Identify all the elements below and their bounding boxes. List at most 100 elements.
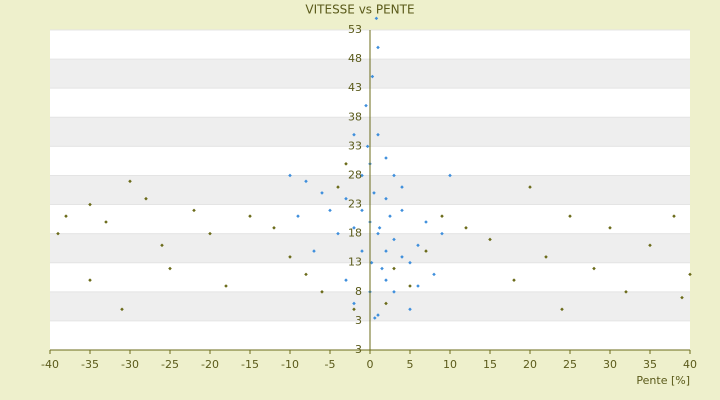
data-point [304, 272, 308, 277]
data-point [376, 231, 380, 236]
data-point [248, 214, 252, 218]
data-point [592, 266, 596, 271]
data-point [64, 214, 68, 218]
data-point [352, 132, 356, 137]
data-point [336, 231, 340, 236]
data-point [424, 220, 428, 224]
data-point [688, 272, 692, 277]
x-tick-label: 35 [643, 358, 657, 371]
x-tick-label: 10 [443, 358, 457, 371]
data-point [408, 307, 412, 312]
data-point [104, 220, 108, 224]
x-tick-label: 40 [683, 358, 697, 371]
data-point [144, 196, 148, 201]
y-tick-label: 53 [348, 23, 362, 36]
data-point [336, 185, 340, 189]
data-point [440, 214, 444, 218]
data-point [432, 272, 436, 277]
chart-title: VITESSE vs PENTE [305, 3, 414, 17]
data-point [384, 196, 388, 201]
data-point [352, 226, 356, 230]
data-point [224, 284, 228, 288]
data-point [160, 243, 164, 248]
data-point [464, 226, 468, 230]
data-point [344, 196, 348, 201]
x-tick-label: -40 [41, 358, 59, 371]
data-point [344, 278, 348, 282]
data-point [296, 214, 300, 218]
data-point [392, 173, 396, 178]
data-point [384, 301, 388, 306]
data-point [424, 249, 428, 253]
y-tick-label: 13 [348, 256, 362, 269]
x-tick-label: -10 [281, 358, 299, 371]
y-tick-label: 8 [355, 285, 362, 298]
data-point [168, 266, 172, 271]
data-point [374, 16, 379, 21]
data-point [320, 191, 324, 195]
x-tick-label: -5 [325, 358, 336, 371]
data-point [304, 179, 308, 184]
y-tick-label: 18 [348, 227, 362, 240]
data-point [376, 132, 380, 137]
data-point [288, 255, 292, 259]
data-point [448, 173, 452, 178]
x-tick-label: 5 [407, 358, 414, 371]
data-point [408, 284, 412, 288]
data-point [512, 278, 516, 282]
data-point [272, 226, 276, 230]
data-point [373, 316, 377, 320]
data-point [384, 278, 388, 282]
data-point [370, 74, 375, 79]
data-point [320, 290, 324, 294]
data-point [377, 226, 382, 230]
data-point [364, 103, 368, 108]
data-point [208, 231, 212, 236]
x-tick-label: 25 [563, 358, 577, 371]
data-point [372, 191, 376, 195]
data-point [388, 214, 392, 218]
data-point [288, 173, 292, 178]
data-point [384, 249, 388, 253]
data-point [128, 179, 132, 184]
data-point [672, 214, 676, 218]
data-point [440, 231, 444, 236]
data-point [416, 243, 420, 248]
data-point [528, 185, 532, 189]
data-point [360, 173, 364, 178]
x-axis-label: Pente [%] [636, 374, 690, 387]
data-point [192, 208, 196, 213]
data-point [648, 243, 652, 248]
data-point [568, 214, 572, 218]
data-point [400, 208, 404, 213]
x-tick-label: -30 [121, 358, 139, 371]
data-point [392, 290, 396, 294]
data-point [384, 156, 388, 160]
data-point [365, 144, 370, 149]
y-tick-label: 33 [348, 139, 362, 152]
y-tick-label: 28 [348, 168, 362, 181]
x-tick-label: 0 [367, 358, 374, 371]
data-point [400, 255, 404, 259]
data-point [608, 226, 612, 230]
x-tick-label: 30 [603, 358, 617, 371]
data-point [56, 231, 60, 236]
data-point [416, 284, 420, 288]
data-point [360, 249, 364, 253]
data-point [624, 290, 628, 294]
data-point [369, 260, 374, 265]
data-point [400, 185, 404, 189]
y-tick-label: 43 [348, 81, 362, 94]
data-point [312, 249, 316, 253]
data-point [392, 266, 396, 271]
data-point [680, 295, 684, 300]
data-point [488, 237, 492, 242]
data-point [344, 162, 348, 166]
x-tick-label: -25 [161, 358, 179, 371]
y-tick-label: 3 [355, 314, 362, 327]
data-point [352, 307, 356, 312]
data-point [408, 260, 412, 265]
data-point [376, 45, 380, 50]
data-point [88, 278, 92, 282]
